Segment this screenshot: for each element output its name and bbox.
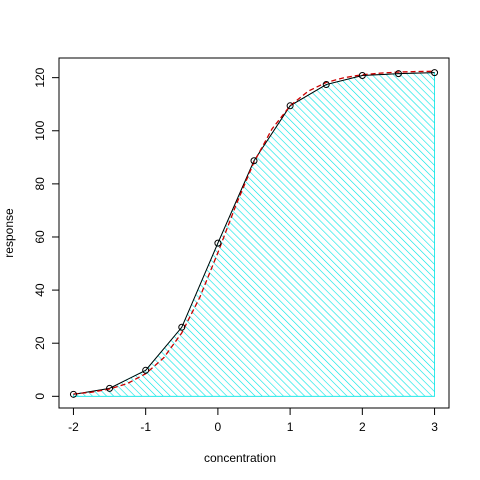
x-tick-label: 0: [215, 420, 222, 434]
point: [358, 72, 366, 80]
y-tick-label: 100: [33, 120, 47, 140]
y-tick-label: 0: [33, 393, 47, 400]
point: [106, 384, 114, 392]
point: [214, 239, 222, 247]
point: [250, 157, 258, 165]
y-tick-label: 60: [33, 230, 47, 244]
y-tick-label: 120: [33, 67, 47, 87]
point: [322, 81, 330, 89]
point: [178, 323, 186, 331]
point: [69, 390, 77, 398]
x-axis-label: concentration: [204, 451, 276, 465]
y-axis-label: response: [2, 208, 16, 258]
x-tick-label: -2: [68, 420, 79, 434]
line: [73, 72, 435, 395]
y-tick-label: 40: [33, 283, 47, 297]
x-tick-label: -1: [140, 420, 151, 434]
point: [286, 102, 294, 110]
point: [394, 70, 402, 78]
point: [142, 366, 150, 374]
point: [431, 69, 439, 77]
fit-line: [73, 70, 435, 395]
x-tick-label: 2: [359, 420, 366, 434]
area: [73, 72, 435, 397]
y-tick-label: 20: [33, 336, 47, 350]
x-tick-label: 3: [431, 420, 438, 434]
y-tick-label: 80: [33, 177, 47, 191]
x-tick-label: 1: [287, 420, 294, 434]
